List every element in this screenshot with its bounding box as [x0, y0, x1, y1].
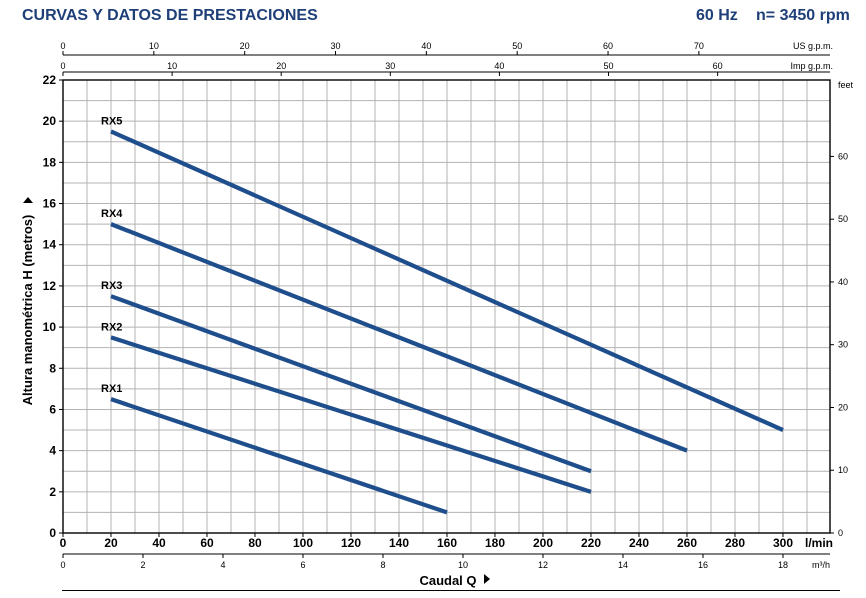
x-tick-label: 60: [200, 536, 214, 550]
feet-tick-label: 40: [838, 277, 848, 287]
y-tick-label: 10: [43, 320, 57, 334]
x-tick-label: 200: [533, 536, 553, 550]
y-axis-arrow: [23, 197, 33, 203]
imp-gpm-tick-label: 20: [276, 61, 286, 71]
series-line-rx4: [110, 222, 688, 453]
x-axis-title: Caudal Q: [419, 573, 476, 588]
x-tick-label: 180: [485, 536, 505, 550]
y-tick-label: 18: [43, 155, 57, 169]
imp-gpm-tick-label: 30: [385, 61, 395, 71]
feet-tick-label: 30: [838, 340, 848, 350]
m3h-tick-label: 12: [538, 560, 548, 570]
y-tick-label: 2: [49, 485, 56, 499]
feet-tick-label: 20: [838, 402, 848, 412]
y-tick-label: 14: [43, 238, 57, 252]
imp-gpm-tick-label: 40: [494, 61, 504, 71]
y-axis-title: Altura manométrica H (metros): [20, 215, 35, 406]
feet-tick-label: 0: [838, 528, 843, 538]
us-gpm-tick-label: 40: [421, 41, 431, 51]
series-label-rx2: RX2: [101, 321, 122, 333]
m3h-tick-label: 10: [458, 560, 468, 570]
x-tick-label: 100: [293, 536, 313, 550]
x-tick-label: 160: [437, 536, 457, 550]
x-tick-label: 80: [248, 536, 262, 550]
us-gpm-tick-label: 20: [240, 41, 250, 51]
m3h-tick-label: 8: [380, 560, 385, 570]
feet-tick-label: 50: [838, 214, 848, 224]
y-tick-label: 6: [49, 402, 56, 416]
series-label-rx1: RX1: [101, 383, 122, 395]
x-axis-arrow: [484, 574, 490, 584]
feet-axis-label: feet: [838, 80, 854, 90]
series-label-rx3: RX3: [101, 280, 122, 292]
feet-tick-label: 10: [838, 465, 848, 475]
m3h-tick-label: 2: [140, 560, 145, 570]
x-tick-label: 40: [152, 536, 166, 550]
series-line-rx5: [110, 129, 784, 432]
y-tick-label: 12: [43, 279, 57, 293]
m3h-tick-label: 18: [778, 560, 788, 570]
series-line-rx2: [110, 335, 592, 494]
series-line-rx1: [110, 397, 448, 515]
imp-gpm-tick-label: 0: [60, 61, 65, 71]
x-tick-label: 280: [725, 536, 745, 550]
m3h-tick-label: 0: [60, 560, 65, 570]
imp-gpm-tick-label: 10: [167, 61, 177, 71]
m3h-axis-label: m³/h: [812, 560, 830, 570]
m3h-tick-label: 6: [300, 560, 305, 570]
series-label-rx4: RX4: [101, 208, 123, 220]
us-gpm-tick-label: 50: [512, 41, 522, 51]
frequency-label: 60 Hz: [696, 7, 738, 24]
us-gpm-tick-label: 60: [603, 41, 613, 51]
us-gpm-axis-label: US g.p.m.: [793, 41, 833, 51]
x-tick-label: 260: [677, 536, 697, 550]
chart-title: CURVAS Y DATOS DE PRESTACIONES: [22, 7, 318, 24]
x-tick-label: 140: [389, 536, 409, 550]
imp-gpm-axis-label: Imp g.p.m.: [790, 61, 833, 71]
us-gpm-tick-label: 10: [149, 41, 159, 51]
x-tick-label: 120: [341, 536, 361, 550]
x-unit-label: l/min: [805, 536, 833, 550]
x-tick-label: 0: [60, 536, 67, 550]
feet-tick-label: 60: [838, 151, 848, 161]
series-line-rx3: [110, 294, 592, 474]
us-gpm-tick-label: 30: [331, 41, 341, 51]
x-tick-label: 20: [104, 536, 118, 550]
m3h-tick-label: 4: [220, 560, 225, 570]
y-tick-label: 16: [43, 197, 57, 211]
bottom-rule: [62, 590, 840, 591]
y-tick-label: 8: [49, 361, 56, 375]
imp-gpm-tick-label: 50: [604, 61, 614, 71]
series-label-rx5: RX5: [101, 115, 122, 127]
x-tick-label: 220: [581, 536, 601, 550]
m3h-tick-label: 16: [698, 560, 708, 570]
m3h-tick-label: 14: [618, 560, 628, 570]
x-tick-label: 240: [629, 536, 649, 550]
x-tick-label: 300: [773, 536, 793, 550]
us-gpm-tick-label: 70: [694, 41, 704, 51]
y-tick-label: 22: [43, 73, 57, 87]
speed-label: n= 3450 rpm: [756, 7, 850, 24]
y-tick-label: 0: [49, 526, 56, 540]
imp-gpm-tick-label: 60: [713, 61, 723, 71]
us-gpm-tick-label: 0: [60, 41, 65, 51]
y-tick-label: 20: [43, 114, 57, 128]
y-tick-label: 4: [49, 444, 56, 458]
